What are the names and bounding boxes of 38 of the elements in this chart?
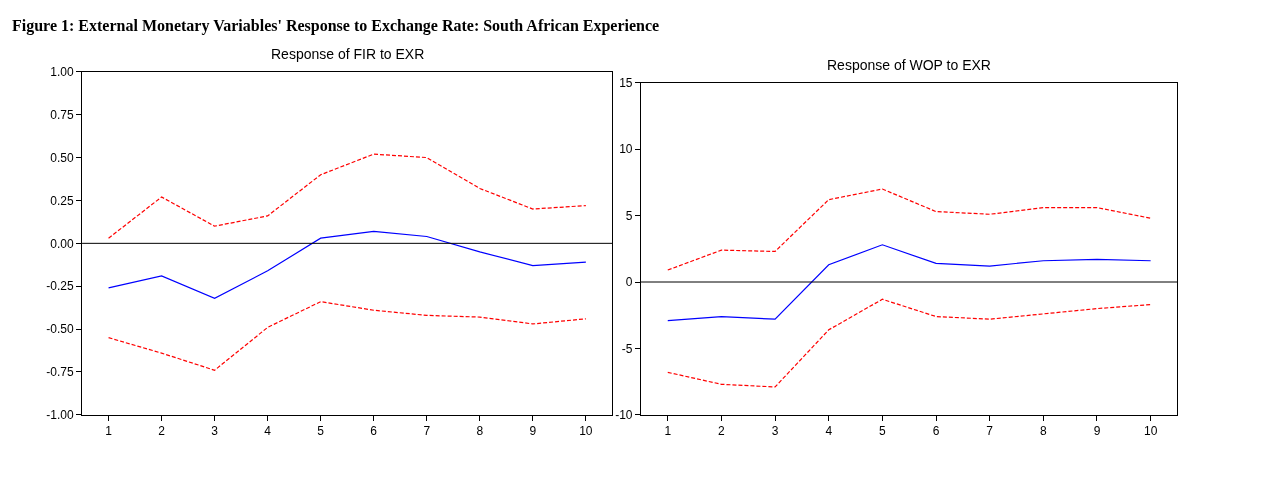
x-tick-label: 3	[771, 424, 779, 439]
x-tick-label: 9	[529, 424, 537, 439]
y-tick-label: -0.25	[46, 279, 74, 294]
y-tick-label: 5	[625, 208, 633, 223]
x-tick-label: 7	[423, 424, 431, 439]
x-tick-label: 1	[664, 424, 672, 439]
y-tick-label: 0.50	[50, 150, 74, 165]
x-tick-label: 4	[825, 424, 833, 439]
x-tick-label: 7	[986, 424, 994, 439]
y-tick-label: -0.50	[46, 322, 74, 337]
x-tick-label: 1	[105, 424, 113, 439]
y-tick-label: 0	[625, 275, 633, 290]
y-tick-label: -5	[621, 341, 633, 356]
x-tick-label: 5	[317, 424, 325, 439]
y-tick-label: 10	[619, 142, 633, 157]
y-tick-label: -0.75	[46, 365, 74, 380]
x-tick-label: 10	[579, 424, 593, 439]
chart-title: Response of WOP to EXR	[827, 57, 991, 73]
y-tick-label: 1.00	[50, 65, 74, 80]
x-tick-label: 8	[476, 424, 484, 439]
x-tick-label: 2	[718, 424, 726, 439]
x-tick-label: 5	[879, 424, 887, 439]
y-tick-label: 0.75	[50, 107, 74, 122]
x-tick-label: 6	[370, 424, 378, 439]
y-tick-label: -1.00	[46, 408, 74, 423]
caption: Figure 1: External Monetary Variables' Response to Exchange Rate: South African Experience	[12, 17, 660, 35]
x-tick-label: 4	[264, 424, 272, 439]
x-tick-label: 2	[158, 424, 166, 439]
y-tick-label: -10	[615, 408, 633, 423]
y-tick-label: 15	[619, 75, 633, 90]
x-tick-label: 9	[1093, 424, 1101, 439]
x-tick-label: 10	[1143, 424, 1158, 439]
x-tick-label: 6	[932, 424, 940, 439]
x-tick-label: 8	[1040, 424, 1047, 439]
y-tick-label: 0.00	[50, 236, 74, 251]
chart-title: Response of FIR to EXR	[271, 46, 425, 62]
y-tick-label: 0.25	[50, 193, 74, 208]
x-tick-label: 3	[211, 424, 219, 439]
